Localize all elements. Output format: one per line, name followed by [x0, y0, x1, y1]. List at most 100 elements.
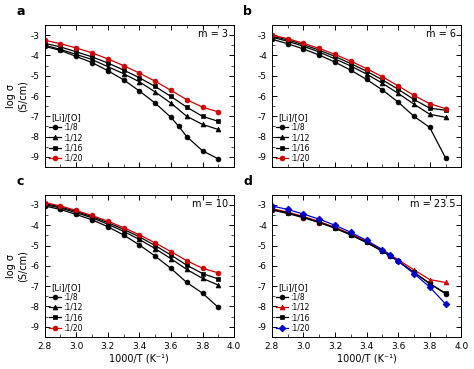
:1/20	[411, 93, 417, 98]
:1/20	[380, 75, 385, 79]
:1/12	[184, 267, 190, 272]
:1/12	[332, 57, 338, 61]
:1/8	[285, 211, 291, 216]
:1/12	[73, 52, 79, 57]
:1/16	[316, 220, 322, 224]
Line: :1/16: :1/16	[269, 34, 448, 113]
:1/16	[316, 48, 322, 52]
:1/8	[285, 41, 291, 46]
:1/20	[301, 41, 306, 45]
:1/20	[73, 46, 79, 50]
:1/12	[121, 229, 127, 234]
:1/16	[89, 55, 95, 59]
:1/12	[89, 215, 95, 220]
:1/12	[411, 102, 417, 106]
Line: :1/16: :1/16	[269, 207, 448, 296]
Line: :1/16: :1/16	[42, 201, 221, 282]
:1/12	[387, 252, 393, 257]
:1/12	[42, 43, 47, 48]
:1/8	[269, 208, 274, 212]
:1/20	[89, 213, 95, 218]
:1/12	[137, 237, 142, 242]
:1/12	[411, 268, 417, 272]
:1/12	[73, 210, 79, 215]
:1/12	[184, 114, 190, 118]
:1/8	[73, 54, 79, 59]
:1/20	[316, 46, 322, 51]
:1/8	[216, 157, 221, 161]
:1/16	[395, 259, 401, 263]
:1/20	[200, 105, 205, 109]
:1/12	[443, 280, 448, 284]
:1/8	[168, 266, 174, 270]
Line: :1/20: :1/20	[269, 33, 448, 111]
Text: m = 10: m = 10	[192, 199, 228, 209]
:1/8	[395, 259, 401, 263]
:1/8	[364, 77, 369, 82]
:1/16	[285, 210, 291, 215]
Line: :1/8: :1/8	[269, 208, 448, 296]
:1/8	[380, 249, 385, 254]
:1/20	[121, 63, 127, 68]
:1/20	[332, 52, 338, 57]
:1/8	[168, 115, 174, 120]
:1/12	[168, 101, 174, 105]
:1/8	[57, 48, 63, 53]
:1/8	[89, 218, 95, 222]
:1/20	[57, 41, 63, 46]
:1/20	[137, 71, 142, 75]
:1/16	[57, 45, 63, 49]
:1/8	[443, 292, 448, 296]
:1/8	[121, 233, 127, 237]
:1/20	[301, 212, 306, 216]
:1/12	[89, 57, 95, 62]
:1/20	[121, 225, 127, 230]
:1/20	[42, 38, 47, 42]
:1/12	[364, 72, 369, 76]
:1/20	[443, 302, 448, 306]
:1/12	[105, 222, 110, 227]
:1/12	[105, 64, 110, 69]
:1/16	[332, 54, 338, 59]
:1/12	[269, 35, 274, 39]
:1/8	[105, 68, 110, 73]
:1/12	[427, 277, 433, 282]
:1/16	[89, 214, 95, 219]
Text: m = 6: m = 6	[426, 29, 456, 39]
:1/8	[443, 156, 448, 160]
:1/20	[152, 241, 158, 245]
:1/12	[348, 232, 354, 236]
:1/12	[427, 112, 433, 117]
:1/8	[411, 114, 417, 118]
X-axis label: 1000/T (K⁻¹): 1000/T (K⁻¹)	[337, 354, 396, 363]
Line: :1/8: :1/8	[42, 204, 221, 310]
:1/12	[200, 122, 205, 127]
:1/20	[332, 223, 338, 227]
:1/8	[411, 270, 417, 275]
Line: :1/20: :1/20	[42, 200, 221, 275]
:1/12	[216, 283, 221, 287]
:1/20	[269, 33, 274, 37]
:1/20	[73, 208, 79, 213]
Line: :1/12: :1/12	[42, 202, 221, 287]
:1/20	[316, 217, 322, 221]
:1/16	[121, 68, 127, 72]
:1/12	[285, 39, 291, 44]
:1/20	[105, 219, 110, 223]
:1/12	[216, 127, 221, 132]
:1/8	[42, 204, 47, 208]
:1/16	[152, 84, 158, 89]
:1/16	[443, 291, 448, 296]
:1/16	[269, 207, 274, 212]
:1/16	[105, 220, 110, 225]
:1/8	[184, 280, 190, 284]
:1/16	[200, 271, 205, 276]
:1/8	[364, 240, 369, 245]
:1/16	[364, 69, 369, 73]
X-axis label: 1000/T (K⁻¹): 1000/T (K⁻¹)	[109, 354, 169, 363]
Line: :1/12: :1/12	[269, 35, 448, 120]
:1/20	[168, 249, 174, 254]
:1/16	[380, 77, 385, 82]
:1/20	[184, 259, 190, 263]
:1/8	[332, 60, 338, 64]
